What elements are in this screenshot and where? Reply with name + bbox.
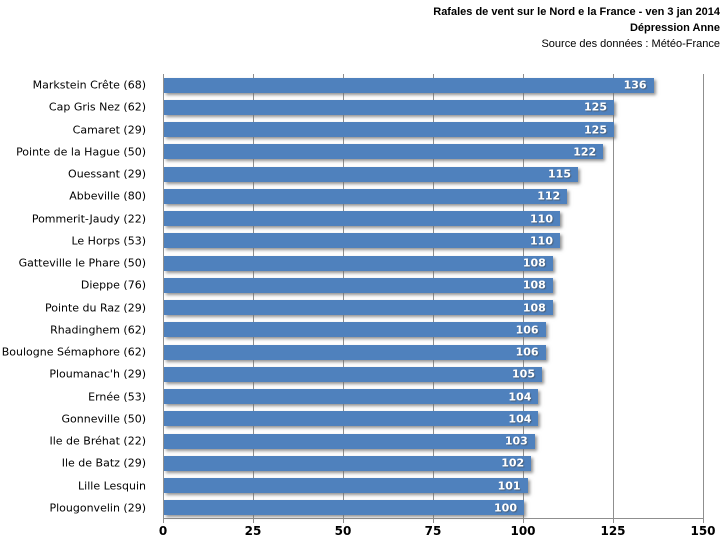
bar-value-label: 103 (504, 434, 528, 448)
bar-value-label: 105 (512, 367, 535, 381)
x-axis-tick-labels: 0 25 50 75 100 125 150 (159, 524, 716, 544)
bar-value-label: 104 (508, 412, 532, 426)
category-label: Le Horps (53) (71, 234, 146, 248)
y-axis-labels: Markstein Crête (68) Cap Gris Nez (62) Cam… (0, 74, 154, 519)
bar-value-label: 125 (584, 123, 607, 137)
bar: 108 (164, 255, 553, 271)
category-label: Abbeville (80) (69, 189, 146, 203)
gridline (523, 74, 524, 523)
x-tick-label: 150 (690, 524, 716, 538)
bar: 101 (164, 478, 528, 494)
category-label: Rhadinghem (62) (50, 323, 146, 337)
bar: 115 (164, 166, 578, 182)
category-label: Markstein Crête (68) (32, 78, 146, 92)
bar-value-label: 100 (494, 501, 517, 515)
bar: 108 (164, 277, 553, 293)
chart-source: Source des données : Météo-France (541, 38, 720, 50)
gridline (703, 74, 704, 523)
category-label: Plougonvelin (29) (49, 501, 146, 515)
chart-subtitle: Dépression Anne (629, 22, 720, 34)
category-label: Dieppe (76) (80, 278, 146, 292)
gridline (433, 74, 434, 523)
bar: 112 (164, 188, 568, 204)
category-label: Cap Gris Nez (62) (48, 100, 146, 114)
category-label: Gatteville le Phare (50) (18, 256, 146, 270)
category-label: Ernée (53) (88, 390, 146, 404)
bar-value-label: 106 (515, 323, 539, 337)
category-label: Lille Lesquin (78, 479, 146, 493)
gridline (343, 74, 344, 523)
bar-value-label: 101 (497, 479, 521, 493)
bar: 105 (164, 366, 542, 382)
gridline (253, 74, 254, 523)
category-label: Pointe de la Hague (50) (16, 145, 146, 159)
bar: 110 (164, 233, 560, 249)
bar-value-label: 125 (584, 100, 607, 114)
bar: 125 (164, 122, 614, 138)
x-tick-label: 25 (244, 524, 262, 538)
bar-value-label: 110 (530, 234, 553, 248)
category-label: Camaret (29) (72, 123, 146, 137)
category-label: Gonneville (50) (61, 412, 147, 426)
bar: 136 (164, 77, 654, 93)
bar-value-label: 122 (573, 145, 597, 159)
bar: 104 (164, 389, 539, 405)
bar-value-label: 106 (515, 345, 539, 359)
bar-value-label: 108 (522, 301, 546, 315)
bar-value-label: 115 (548, 167, 571, 181)
x-tick-label: 100 (510, 524, 536, 538)
bar-value-label: 112 (537, 189, 561, 203)
bar-value-label: 136 (623, 78, 647, 92)
bar: 102 (164, 455, 532, 471)
category-label: Ile de Batz (29) (61, 456, 146, 470)
chart-header: Rafales de vent sur le Nord e la France … (433, 4, 720, 52)
gridline (163, 74, 164, 523)
x-tick-label: 0 (158, 524, 168, 538)
bar: 104 (164, 411, 539, 427)
category-label: Pommerit-Jaudy (22) (31, 212, 146, 226)
bar: 103 (164, 433, 535, 449)
bar: 106 (164, 344, 546, 360)
bar-value-label: 102 (501, 456, 525, 470)
bar: 108 (164, 300, 553, 316)
bar: 125 (164, 99, 614, 115)
bar: 100 (164, 500, 524, 516)
bar-value-label: 104 (508, 390, 532, 404)
bar: 110 (164, 211, 560, 227)
plot-area: 136 125 125 122 115 112 110 110 108 108 108 106 106 1… (163, 74, 704, 523)
x-tick-label: 50 (334, 524, 352, 538)
bar-value-label: 110 (530, 212, 553, 226)
category-label: Ouessant (29) (68, 167, 146, 181)
bar: 106 (164, 322, 546, 338)
bar-value-label: 108 (522, 256, 546, 270)
x-tick-label: 125 (600, 524, 626, 538)
category-label: Pointe du Raz (29) (44, 301, 146, 315)
chart-title: Rafales de vent sur le Nord e la France … (433, 6, 720, 18)
gridline (613, 74, 614, 523)
bar: 122 (164, 144, 604, 160)
bar-value-label: 108 (522, 278, 546, 292)
category-label: Boulogne Sémaphore (62) (1, 345, 146, 359)
x-tick-label: 75 (424, 524, 442, 538)
category-label: Ploumanac'h (29) (49, 367, 146, 381)
category-label: Ile de Bréhat (22) (49, 434, 146, 448)
